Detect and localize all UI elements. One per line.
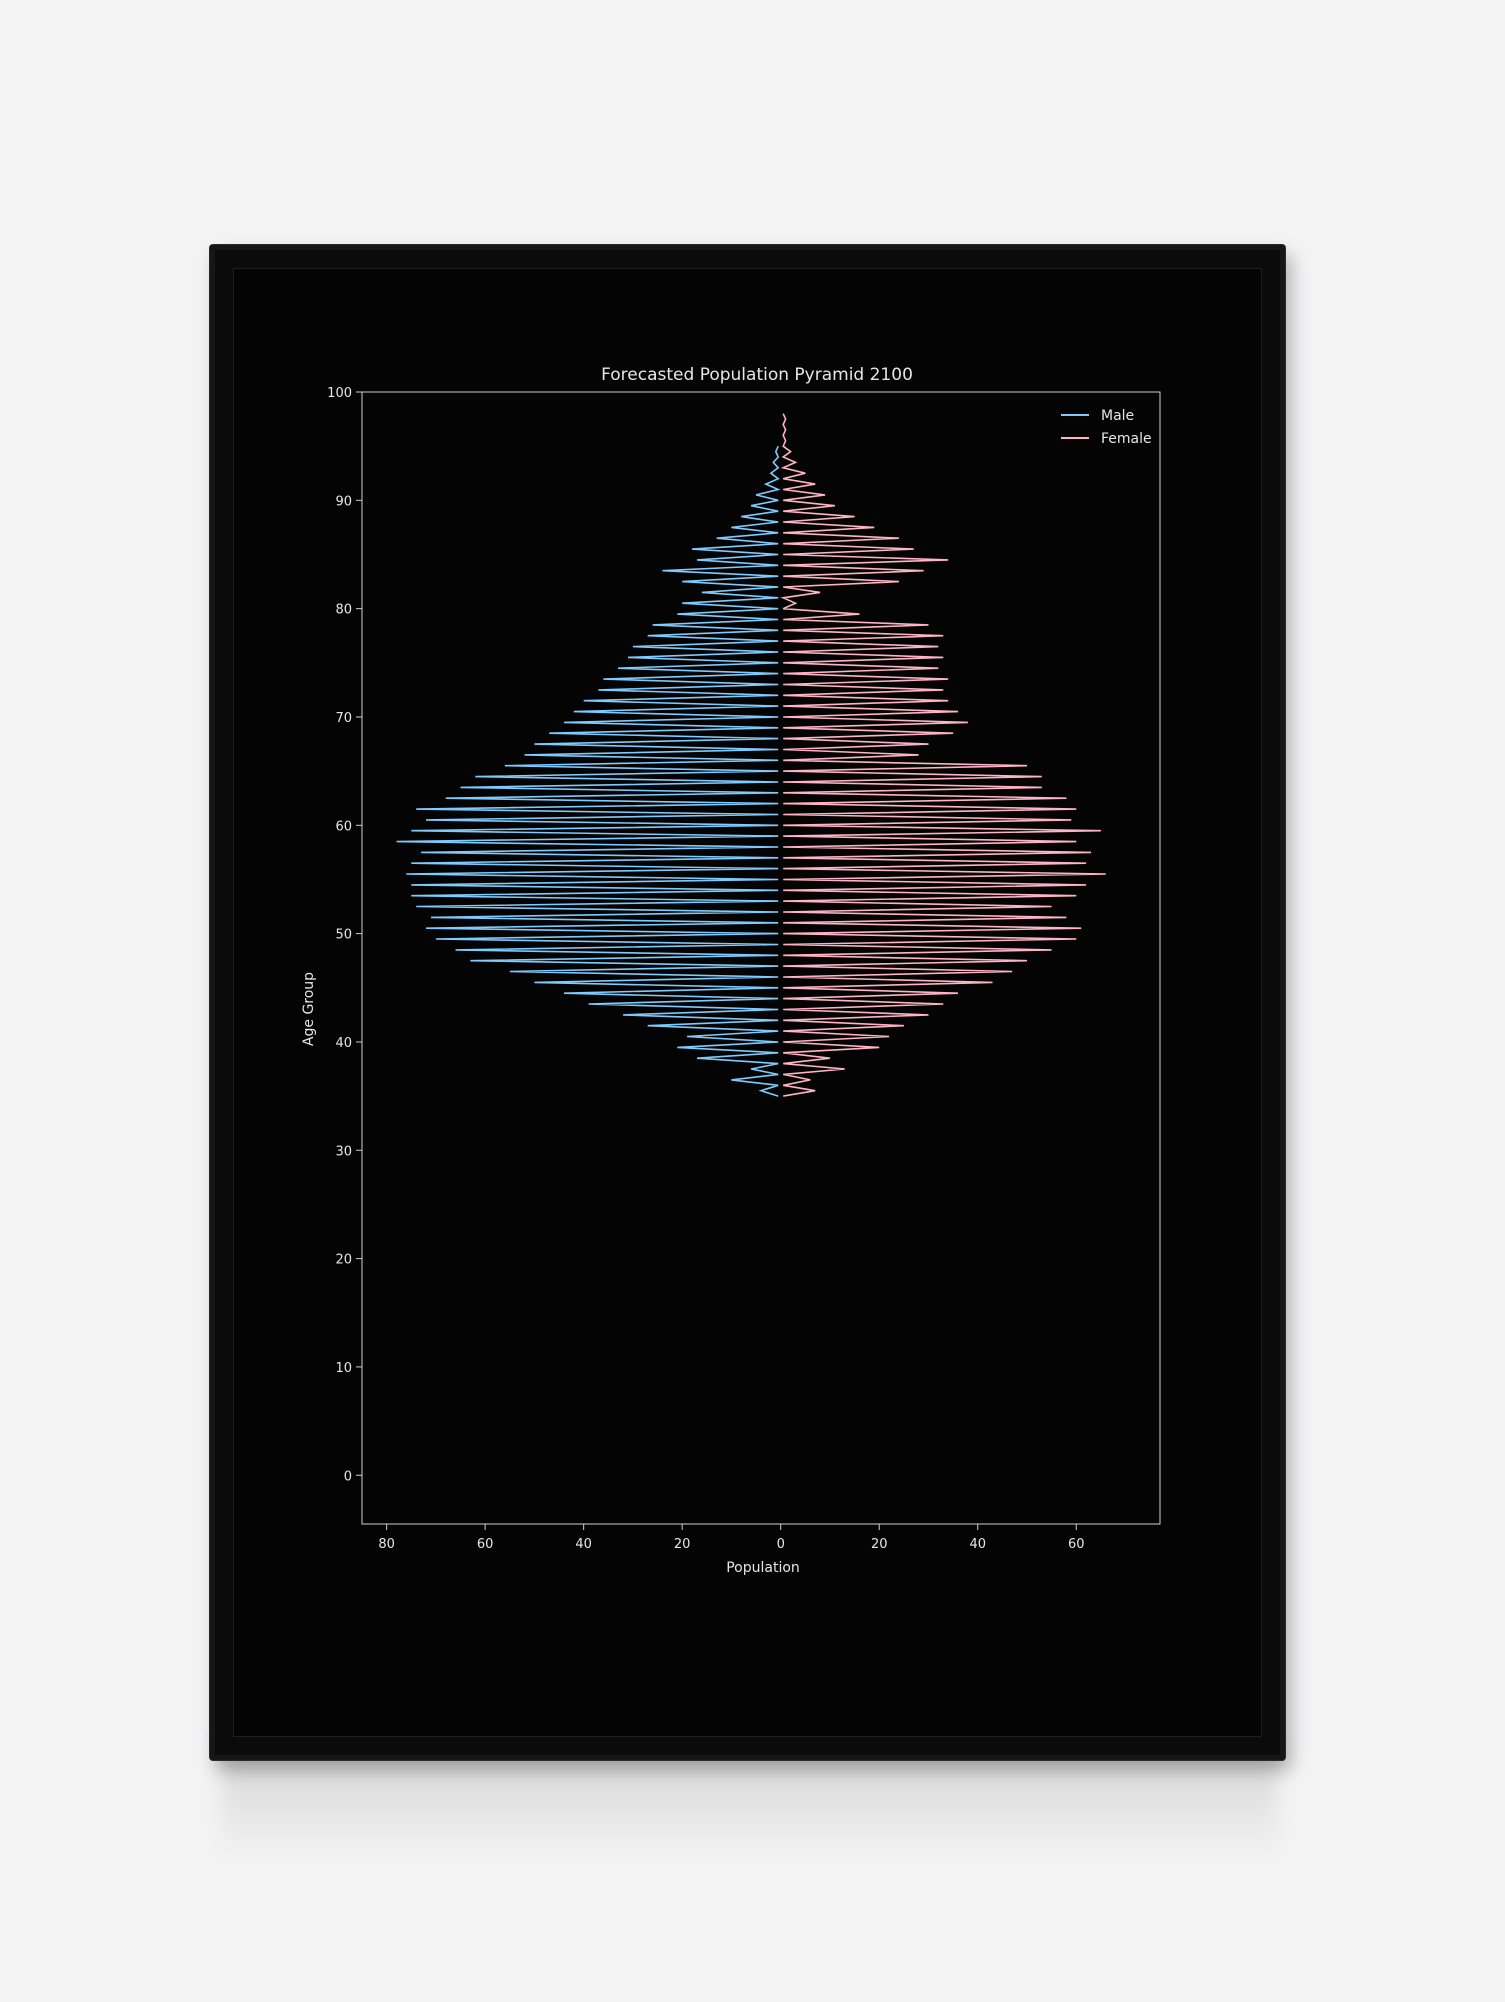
x-tick-label: 0 bbox=[777, 1537, 785, 1552]
series-layer bbox=[396, 413, 1106, 1097]
plot-frame bbox=[361, 391, 1161, 1525]
x-tick-label: 80 bbox=[378, 1537, 395, 1552]
y-tick-label: 30 bbox=[335, 1144, 352, 1159]
y-tick-label: 0 bbox=[344, 1469, 352, 1484]
x-tick-label: 20 bbox=[871, 1537, 888, 1552]
chart-title: Forecasted Population Pyramid 2100 bbox=[601, 365, 913, 385]
series-line-male bbox=[396, 445, 781, 1097]
x-tick-label: 60 bbox=[1068, 1537, 1085, 1552]
x-axis-ticks: 80 60 40 20 0 20 40 60 bbox=[378, 1524, 1085, 1552]
y-axis-ticks: 0 10 20 30 40 50 60 70 80 90 100 bbox=[327, 386, 362, 1484]
y-tick-label: 100 bbox=[327, 386, 352, 401]
legend-female-label: Female bbox=[1101, 431, 1152, 447]
picture-frame: Forecasted Population Pyramid 2100 80 60 4… bbox=[210, 245, 1285, 1760]
series-line-female bbox=[780, 413, 1106, 1097]
x-tick-label: 60 bbox=[477, 1537, 494, 1552]
frame-shadow bbox=[222, 1740, 1277, 1860]
x-axis-label: Population bbox=[726, 1560, 800, 1576]
y-tick-label: 60 bbox=[335, 819, 352, 834]
population-pyramid-chart: Forecasted Population Pyramid 2100 80 60 4… bbox=[301, 365, 1161, 1576]
y-tick-label: 50 bbox=[335, 928, 352, 943]
x-tick-label: 40 bbox=[575, 1537, 592, 1552]
x-tick-label: 40 bbox=[969, 1537, 986, 1552]
chart-mat: Forecasted Population Pyramid 2100 80 60 4… bbox=[233, 268, 1262, 1737]
x-tick-label: 20 bbox=[674, 1537, 691, 1552]
y-tick-label: 40 bbox=[335, 1036, 352, 1051]
legend: Male Female bbox=[1061, 408, 1152, 447]
y-tick-label: 80 bbox=[335, 603, 352, 618]
y-tick-label: 90 bbox=[335, 494, 352, 509]
legend-male-label: Male bbox=[1101, 408, 1134, 424]
y-tick-label: 70 bbox=[335, 711, 352, 726]
y-axis-label: Age Group bbox=[301, 972, 317, 1046]
y-tick-label: 10 bbox=[335, 1361, 352, 1376]
y-tick-label: 20 bbox=[335, 1253, 352, 1268]
